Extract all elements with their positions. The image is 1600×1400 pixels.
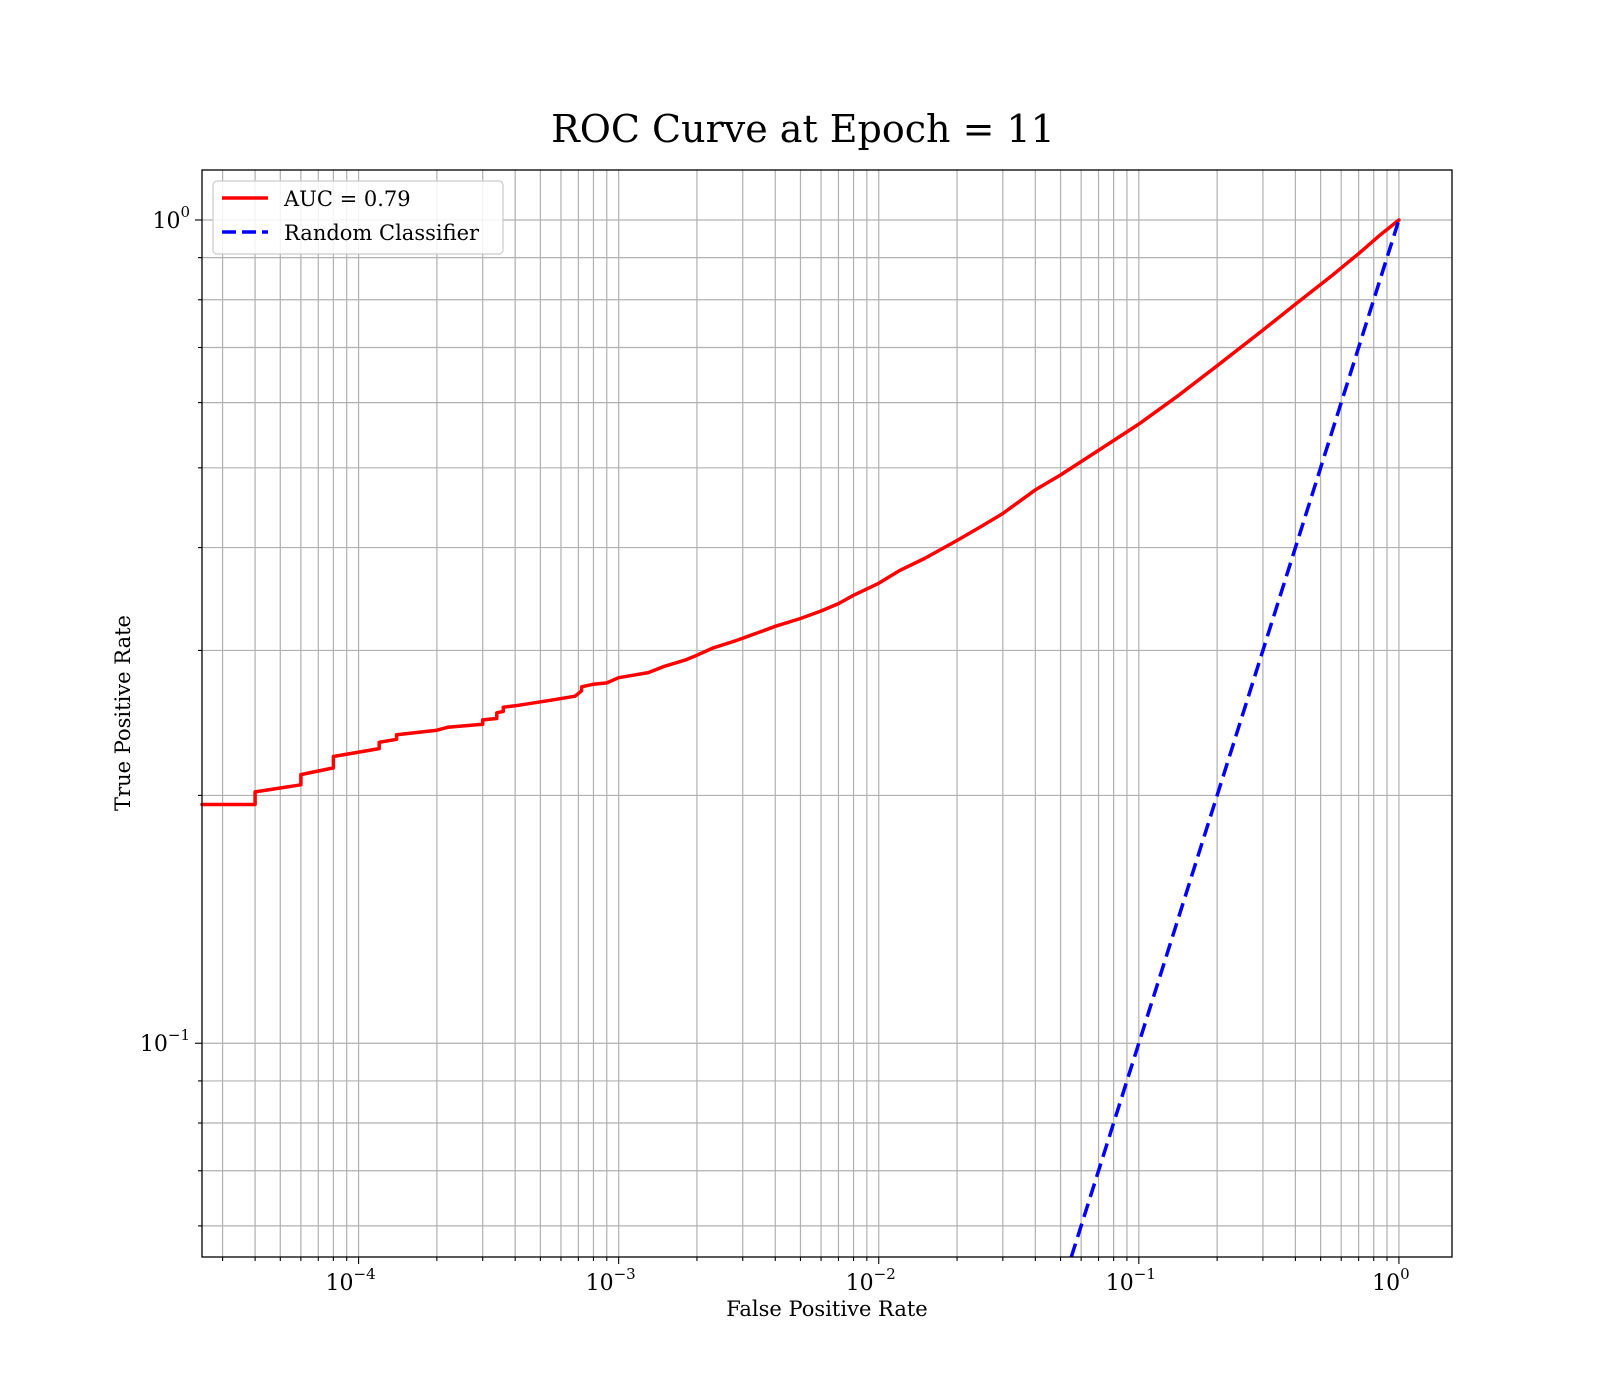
random-classifier-line [1069, 219, 1401, 1258]
x-tick-base: 10 [1106, 1271, 1134, 1296]
y-tick-exponent: 0 [180, 203, 190, 221]
x-tick-base: 10 [326, 1271, 354, 1296]
x-tick-exponent: −3 [614, 1265, 636, 1283]
x-tick-label: 10−2 [846, 1265, 896, 1296]
series-layer [200, 218, 1401, 1258]
x-tick-base: 10 [846, 1271, 874, 1296]
y-tick-label: 100 [152, 203, 190, 234]
y-axis-label: True Positive Rate [111, 615, 135, 811]
legend-label-auc: AUC = 0.79 [283, 187, 411, 211]
x-tick-label: 10−3 [586, 1265, 636, 1296]
x-tick-exponent: 0 [1400, 1265, 1410, 1283]
y-tick-base: 10 [140, 1032, 168, 1057]
legend: AUC = 0.79 Random Classifier [212, 180, 504, 255]
chart-title: ROC Curve at Epoch = 11 [551, 107, 1055, 151]
y-tick-exponent: −1 [168, 1026, 190, 1044]
x-tick-exponent: −1 [1134, 1265, 1156, 1283]
x-tick-label: 10−1 [1106, 1265, 1156, 1296]
x-axis-label: False Positive Rate [726, 1297, 927, 1321]
x-tick-base: 10 [586, 1271, 614, 1296]
x-tick-base: 10 [1372, 1271, 1400, 1296]
y-tick-label: 10−1 [140, 1026, 190, 1057]
y-tick-base: 10 [152, 209, 180, 234]
x-tick-label: 100 [1372, 1265, 1410, 1296]
legend-box [212, 180, 504, 255]
x-tick-label: 10−4 [326, 1265, 376, 1296]
x-tick-exponent: −4 [354, 1265, 376, 1283]
x-tick-exponent: −2 [874, 1265, 896, 1283]
plot-frame [201, 169, 1453, 1258]
roc-curve-line [200, 218, 1401, 807]
legend-label-random: Random Classifier [284, 221, 480, 245]
